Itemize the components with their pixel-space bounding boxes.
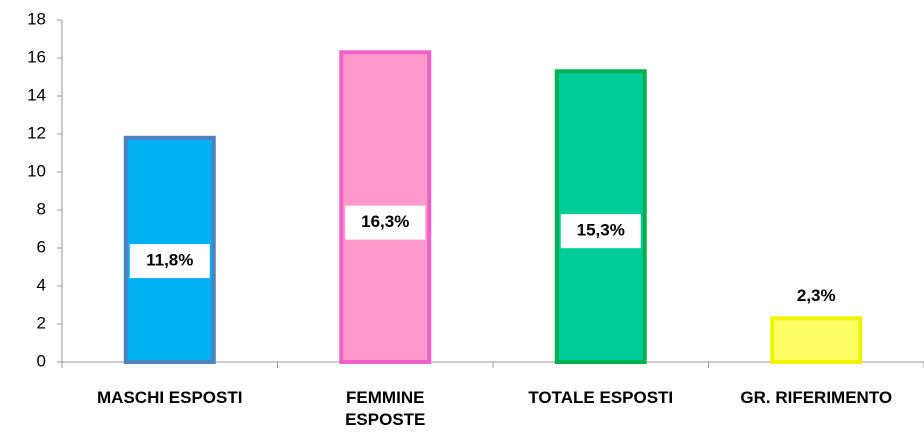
x-tick-label: MASCHI ESPOSTI [97,388,243,407]
y-tick-label: 18 [27,9,46,28]
y-tick-label: 14 [27,85,46,104]
x-tick-label: TOTALE ESPOSTI [528,388,674,407]
y-tick-label: 2 [37,313,46,332]
y-tick-label: 4 [37,275,46,294]
y-tick-label: 16 [27,47,46,66]
value-label: 11,8% [146,251,193,270]
y-tick-label: 0 [37,351,46,370]
x-tick-label: FEMMINE ESPOSTE [345,388,426,429]
y-tick-label: 12 [27,123,46,142]
y-tick-label: 10 [27,161,46,180]
x-tick-label: GR. RIFERIMENTO [740,388,893,407]
y-tick-label: 6 [37,237,46,256]
bar [770,316,863,364]
value-label-box [129,244,210,279]
value-label: 15,3% [577,221,625,240]
value-label-box [345,205,426,240]
value-label: 2,3% [797,286,836,305]
value-label-box [560,214,641,249]
value-label: 16,3% [361,212,409,231]
y-tick-label: 8 [37,199,46,218]
